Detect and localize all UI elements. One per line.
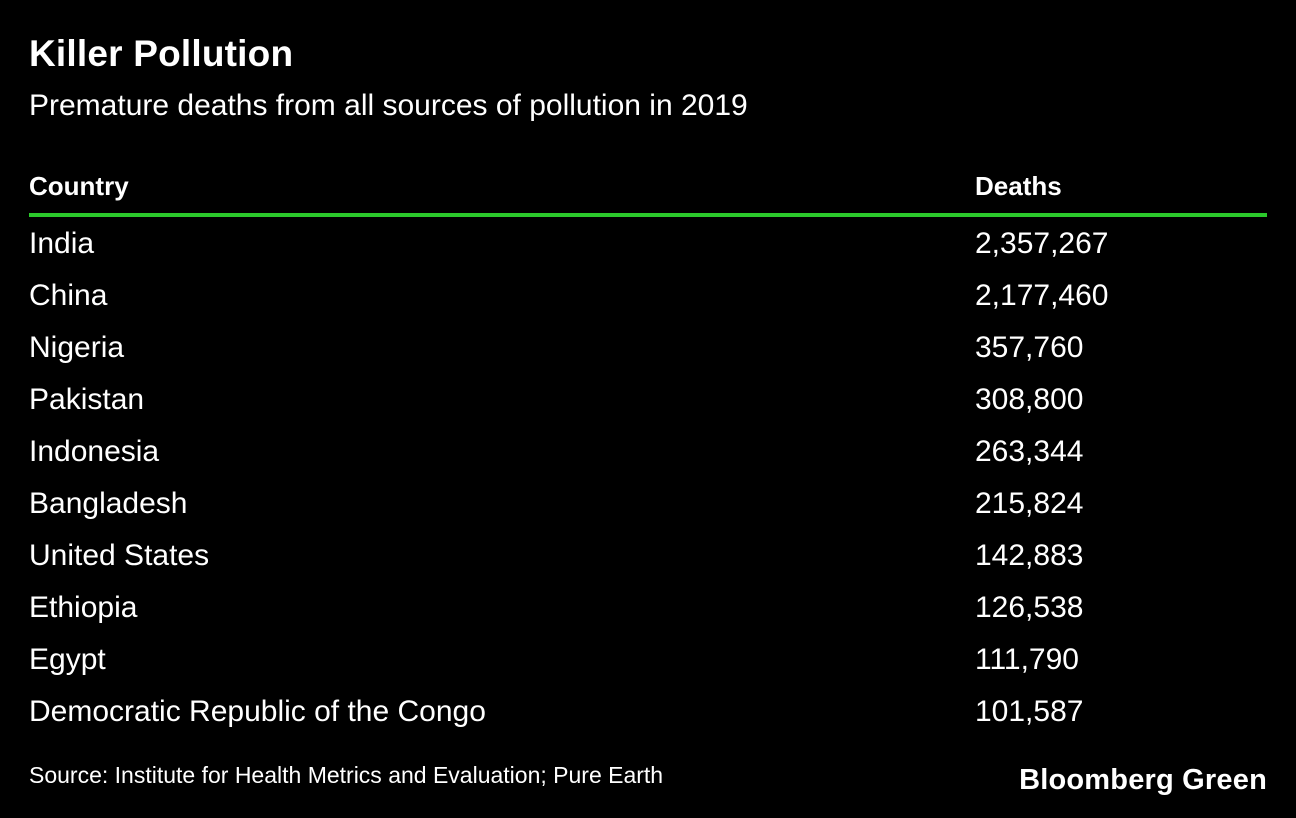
table-row: Egypt 111,790 — [29, 634, 1267, 686]
country-cell: Bangladesh — [29, 487, 188, 520]
bloomberg-green-logo: Bloomberg Green — [1019, 764, 1267, 796]
table-row: Bangladesh 215,824 — [29, 478, 1267, 530]
country-cell: United States — [29, 539, 210, 572]
country-cell: India — [29, 227, 95, 260]
deaths-cell: 263,344 — [975, 435, 1084, 468]
table-body: India 2,357,267 China 2,177,460 Nigeria 357,7… — [29, 218, 1267, 738]
header-rule — [29, 213, 1267, 217]
table-row: China 2,177,460 — [29, 270, 1267, 322]
table-row: Democratic Republic of the Congo 101,587 — [29, 686, 1267, 738]
deaths-cell: 142,883 — [975, 539, 1084, 572]
table-row: United States 142,883 — [29, 530, 1267, 582]
country-cell: Indonesia — [29, 435, 160, 468]
deaths-cell: 357,760 — [975, 331, 1084, 364]
column-header-deaths: Deaths — [975, 171, 1062, 201]
table-row: Pakistan 308,800 — [29, 374, 1267, 426]
country-cell: Pakistan — [29, 383, 145, 416]
deaths-cell: 2,357,267 — [975, 227, 1109, 260]
country-cell: Nigeria — [29, 331, 125, 364]
deaths-cell: 215,824 — [975, 487, 1084, 520]
deaths-cell: 126,538 — [975, 591, 1084, 624]
deaths-cell: 308,800 — [975, 383, 1084, 416]
country-cell: Ethiopia — [29, 591, 138, 624]
deaths-cell: 111,790 — [975, 643, 1079, 676]
table-row: Indonesia 263,344 — [29, 426, 1267, 478]
source-note: Source: Institute for Health Metrics and… — [29, 762, 664, 788]
country-cell: China — [29, 279, 108, 312]
table-row: Nigeria 357,760 — [29, 322, 1267, 374]
table-row: Ethiopia 126,538 — [29, 582, 1267, 634]
deaths-cell: 2,177,460 — [975, 279, 1109, 312]
chart-title: Killer Pollution — [29, 33, 294, 74]
country-cell: Democratic Republic of the Congo — [29, 695, 486, 728]
country-cell: Egypt — [29, 643, 106, 676]
table-row: India 2,357,267 — [29, 218, 1267, 270]
chart-subtitle: Premature deaths from all sources of pol… — [29, 89, 748, 122]
deaths-cell: 101,587 — [975, 695, 1084, 728]
table-header-row: Country Deaths — [29, 172, 1267, 206]
column-header-country: Country — [29, 171, 129, 201]
